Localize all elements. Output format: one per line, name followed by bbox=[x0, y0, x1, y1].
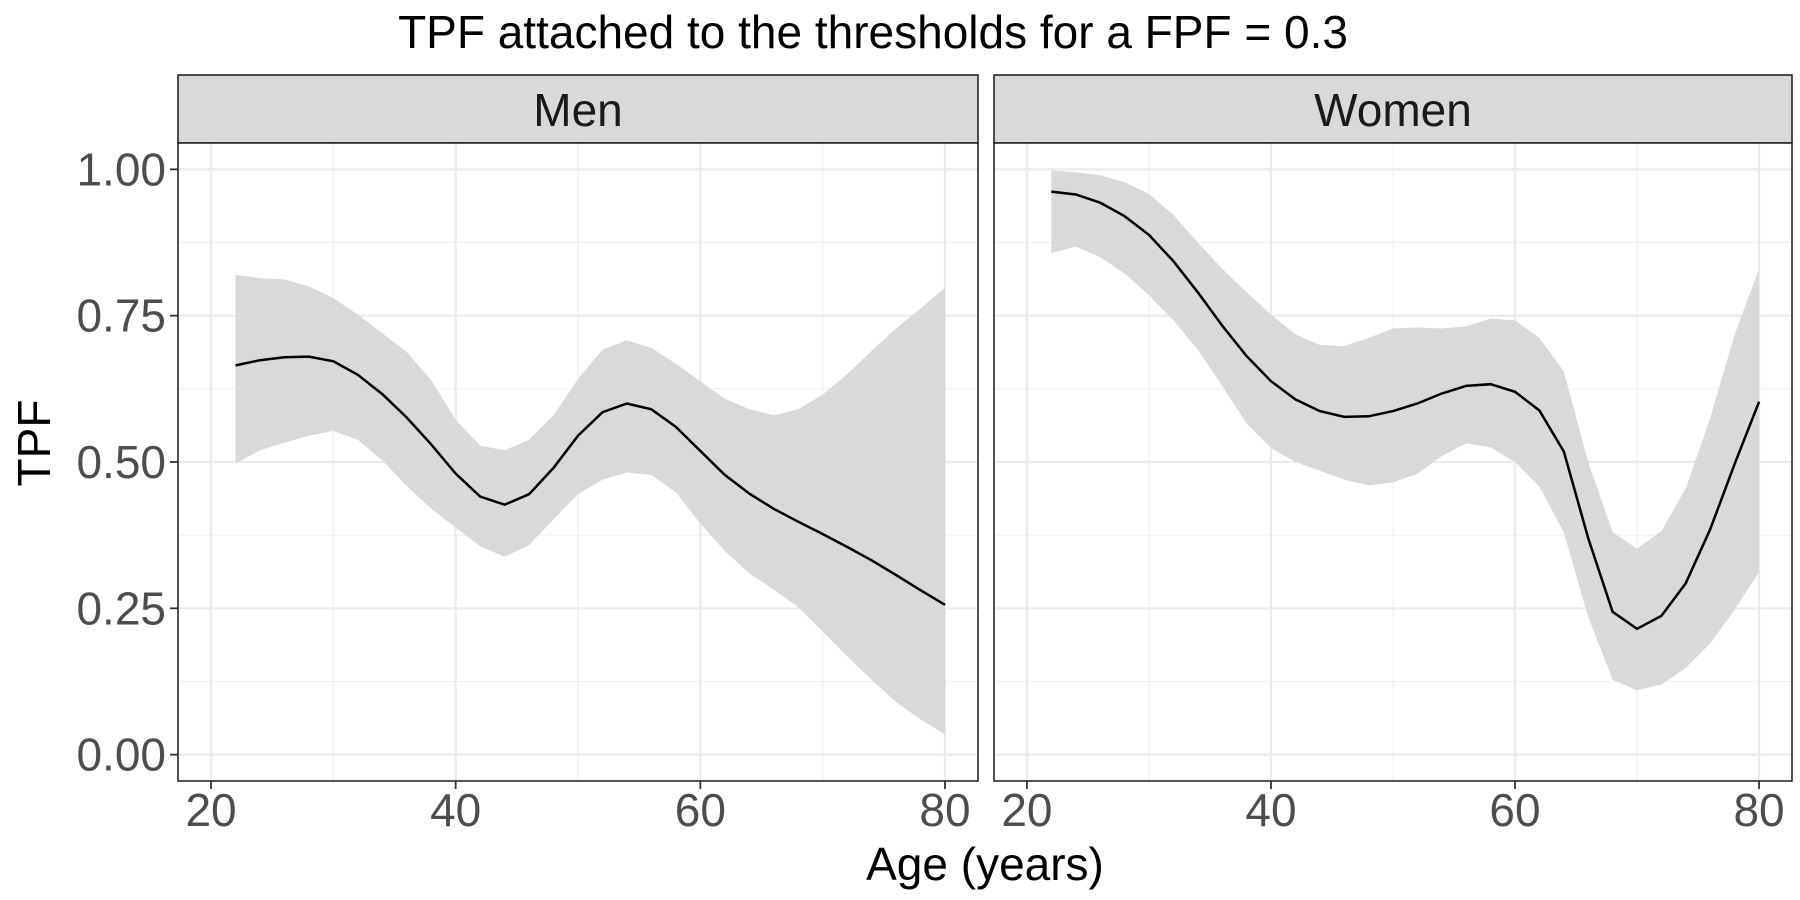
x-tick-label: 40 bbox=[1245, 784, 1296, 836]
x-tick-label: 20 bbox=[185, 784, 236, 836]
tpf-line-men bbox=[235, 355, 946, 606]
y-tick-label: 1.00 bbox=[76, 143, 166, 195]
facet-women: Women 20 40 60 80 bbox=[993, 74, 1793, 836]
facet-men: Men 20 40 60 80 0.00 0.25 0.50 0.75 1.00 bbox=[76, 74, 979, 836]
y-axis: 0.00 0.25 0.50 0.75 1.00 bbox=[76, 143, 178, 781]
major-gridlines-women bbox=[994, 143, 1792, 781]
tpf-line-women bbox=[1051, 190, 1761, 631]
x-tick-label: 80 bbox=[1733, 784, 1784, 836]
x-axis-women: 20 40 60 80 bbox=[1001, 781, 1785, 836]
x-tick-label: 40 bbox=[430, 784, 481, 836]
x-tick-label: 80 bbox=[919, 784, 970, 836]
y-tick-label: 0.50 bbox=[76, 436, 166, 488]
facet-label-women: Women bbox=[1314, 84, 1472, 136]
x-tick-label: 60 bbox=[1489, 784, 1540, 836]
facet-strip-women bbox=[993, 74, 1793, 144]
x-tick-label: 20 bbox=[1001, 784, 1052, 836]
confidence-band-men bbox=[235, 274, 945, 735]
panel-border-women bbox=[993, 142, 1793, 782]
y-tick-label: 0.00 bbox=[76, 729, 166, 781]
y-axis-title: TPF bbox=[8, 400, 60, 487]
x-axis-men: 20 40 60 80 bbox=[185, 781, 971, 836]
facet-strip-men bbox=[177, 74, 979, 144]
x-tick-label: 60 bbox=[675, 784, 726, 836]
facet-panels: Men 20 40 60 80 0.00 0.25 0.50 0.75 1.00 Women 20 40… bbox=[76, 74, 1793, 836]
chart-title: TPF attached to the thresholds for a FPF… bbox=[398, 6, 1348, 58]
facet-label-men: Men bbox=[533, 84, 622, 136]
y-tick-label: 0.25 bbox=[76, 582, 166, 634]
y-tick-label: 0.75 bbox=[76, 290, 166, 342]
x-axis-title: Age (years) bbox=[866, 838, 1104, 890]
confidence-band-women bbox=[1051, 170, 1760, 691]
